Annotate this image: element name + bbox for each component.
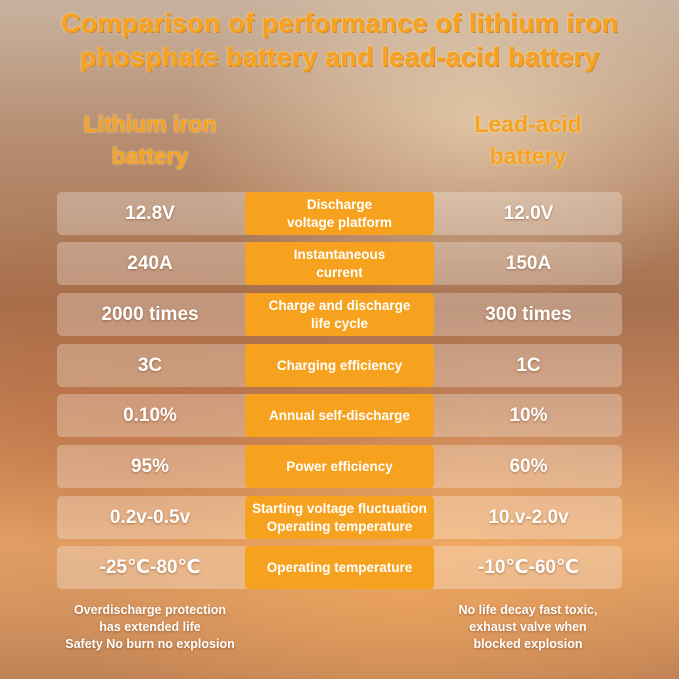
lithium-value: 12.8V	[125, 203, 175, 224]
lead-acid-value: 12.0V	[503, 203, 554, 224]
comparison-row-operating-temperature: -25℃-80℃ Operating temperature -10℃-60℃	[57, 546, 622, 589]
column-header-lithium: Lithium iron battery	[83, 111, 217, 169]
lead-acid-value: -10℃-60℃	[478, 557, 579, 578]
lithium-value: 95%	[130, 456, 170, 477]
comparison-row-life-cycle: 2000 times Charge and discharge life cyc…	[57, 293, 622, 336]
lead-acid-value: 150A	[505, 253, 552, 274]
metric-label: Charge and discharge life cycle	[245, 293, 434, 336]
lithium-value: -25℃-80℃	[99, 557, 201, 578]
metric-label: Starting voltage fluctuation Operating t…	[245, 496, 434, 539]
page-title: Comparison of performance of lithium iro…	[60, 8, 619, 72]
lithium-footnote: Overdischarge protection has extended li…	[65, 603, 235, 651]
lithium-value: 2000 times	[101, 304, 199, 325]
lithium-value: 3C	[137, 355, 163, 376]
lead-acid-value: 10%	[509, 405, 548, 426]
metric-label: Power efficiency	[245, 445, 434, 488]
lead-acid-value: 10.v-2.0v	[488, 507, 569, 528]
metric-label: Annual self-discharge	[245, 394, 434, 437]
comparison-row-voltage-fluctuation: 0.2v-0.5v Starting voltage fluctuation O…	[57, 496, 622, 539]
lead-acid-value: 60%	[509, 456, 548, 477]
comparison-row-self-discharge: 0.10% Annual self-discharge 10%	[57, 394, 622, 437]
lithium-value: 0.10%	[123, 405, 177, 426]
comparison-row-power-efficiency: 95% Power efficiency 60%	[57, 445, 622, 488]
metric-label: Discharge voltage platform	[245, 192, 434, 235]
metric-label: Charging efficiency	[245, 344, 434, 387]
lithium-value: 240A	[127, 253, 173, 274]
lead-acid-value: 1C	[516, 355, 541, 376]
metric-label: Instantaneous current	[245, 242, 434, 285]
comparison-row-charging-efficiency: 3C Charging efficiency 1C	[57, 344, 622, 387]
comparison-row-discharge-voltage: 12.8V Discharge voltage platform 12.0V	[57, 192, 622, 235]
lithium-value: 0.2v-0.5v	[109, 507, 191, 528]
metric-label: Operating temperature	[245, 546, 434, 589]
column-header-lead-acid: Lead-acid battery	[474, 111, 582, 169]
lead-acid-footnote: No life decay fast toxic, exhaust valve …	[458, 603, 598, 651]
lead-acid-value: 300 times	[485, 304, 572, 325]
comparison-row-instantaneous-current: 240A Instantaneous current 150A	[57, 242, 622, 285]
